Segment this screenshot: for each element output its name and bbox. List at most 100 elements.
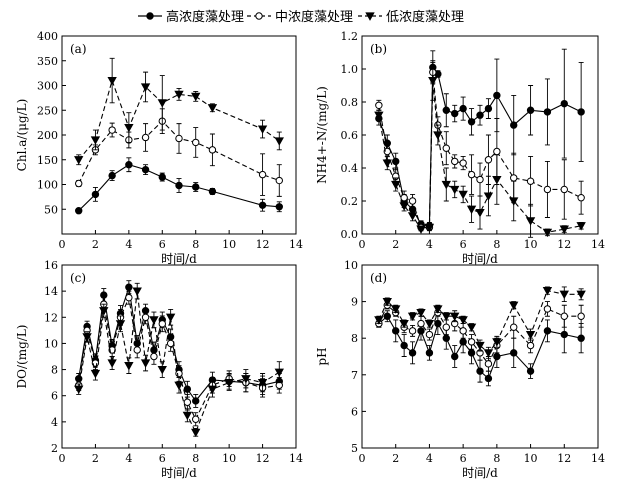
data-point-d2-17 (542, 287, 553, 296)
data-point-b1-13 (476, 175, 484, 184)
data-point-c2-13 (182, 411, 193, 421)
data-point-c1-9 (150, 352, 158, 361)
data-point-d0-4 (408, 349, 417, 357)
data-point-b2-1 (382, 159, 392, 168)
data-point-b2-7 (428, 76, 438, 86)
data-point-b2-0 (374, 111, 384, 121)
y-tick-label: 0.2 (341, 195, 359, 208)
data-point-d0-2 (392, 327, 400, 335)
x-tick-label: 0 (59, 238, 66, 251)
data-point-d1-15 (510, 323, 518, 331)
y-tick-label: 7 (351, 369, 358, 382)
y-tick-label: 2 (51, 442, 58, 455)
data-point-a2-3 (124, 123, 134, 133)
data-point-a0-6 (175, 181, 183, 190)
y-tick-label: 0.4 (341, 162, 359, 175)
data-point-a0-1 (91, 190, 100, 199)
data-point-c1-10 (158, 320, 166, 328)
data-point-b0-19 (560, 99, 568, 108)
data-point-d0-7 (434, 319, 442, 328)
data-point-b1-11 (459, 159, 467, 167)
data-point-d0-16 (526, 367, 535, 375)
legend-label-0: 高浓度藻处理 (166, 9, 244, 25)
data-point-a2-9 (257, 125, 268, 134)
data-point-d1-18 (560, 312, 568, 320)
x-tick-label: 0 (59, 452, 66, 465)
x-tick-label: 12 (256, 452, 270, 465)
data-point-a2-1 (90, 136, 101, 145)
data-point-c2-3 (99, 307, 109, 316)
y-tick-label: 0.8 (341, 96, 359, 109)
data-point-b2-6 (424, 223, 435, 233)
data-point-c2-19 (274, 368, 284, 378)
data-point-d2-18 (559, 290, 569, 300)
data-point-c2-11 (165, 313, 176, 323)
data-point-b2-2 (391, 180, 401, 190)
panel-label: (d) (370, 271, 387, 285)
data-point-a0-0 (75, 207, 83, 215)
data-point-a1-6 (175, 134, 183, 143)
data-point-d0-8 (442, 334, 450, 342)
data-point-b1-15 (493, 147, 501, 156)
data-point-c2-10 (157, 365, 167, 375)
x-tick-label: 8 (493, 238, 500, 251)
data-point-c0-6 (125, 283, 133, 291)
data-point-c2-8 (140, 359, 151, 368)
panel-label: (a) (70, 42, 87, 56)
panel-label: (c) (70, 271, 86, 285)
data-point-a0-10 (275, 203, 283, 211)
data-point-b2-4 (407, 212, 418, 221)
data-point-b0-10 (451, 109, 459, 118)
data-point-b2-19 (559, 225, 569, 234)
x-tick-label: 6 (159, 452, 166, 465)
chart-panel-d: 0 2 4 6 8 10 12 14 5 6 7 8 9 10 时间/d pH (d) (315, 259, 605, 480)
legend-label-1: 中浓度藻处理 (275, 9, 353, 25)
y-tick-label: 0.0 (341, 228, 359, 241)
x-axis-label: 时间/d (161, 252, 197, 266)
data-point-a1-2 (108, 126, 116, 134)
data-point-b1-17 (526, 177, 535, 185)
series-d-2 (374, 286, 586, 359)
data-point-b0-15 (493, 91, 501, 100)
data-point-a2-10 (274, 137, 284, 146)
y-tick-label: 6 (51, 390, 58, 403)
y-tick-label: 1.0 (341, 63, 359, 76)
data-point-d2-6 (424, 319, 435, 329)
data-point-d2-14 (492, 338, 502, 347)
x-tick-label: 2 (392, 238, 399, 251)
data-point-d0-10 (459, 338, 467, 346)
data-point-b0-9 (442, 106, 450, 114)
y-tick-label: 350 (37, 55, 58, 68)
data-point-d2-16 (525, 330, 536, 340)
data-point-a2-6 (174, 90, 184, 100)
data-point-d0-19 (577, 334, 585, 342)
x-tick-label: 6 (460, 452, 467, 465)
y-tick-label: 10 (344, 259, 358, 272)
data-point-c1-11 (166, 339, 175, 348)
data-point-c1-12 (175, 369, 183, 378)
x-tick-label: 8 (192, 452, 199, 465)
y-tick-label: 250 (37, 104, 58, 117)
x-axis-label: 时间/d (462, 466, 498, 480)
data-point-d2-0 (374, 316, 384, 325)
data-point-a2-2 (107, 76, 117, 86)
x-axis-label: 时间/d (462, 252, 498, 266)
x-tick-label: 6 (460, 238, 467, 251)
y-axis-label: Chl.a/(μg/L) (15, 99, 29, 172)
x-tick-label: 2 (392, 452, 399, 465)
data-point-c2-14 (191, 428, 201, 438)
data-point-c2-0 (74, 385, 84, 395)
data-point-b0-18 (543, 108, 552, 116)
data-point-c2-2 (90, 369, 101, 379)
legend-label-2: 低浓度藻处理 (386, 9, 464, 25)
data-point-b1-12 (467, 170, 476, 179)
data-point-d2-9 (450, 312, 460, 322)
data-point-a1-8 (208, 146, 217, 154)
data-point-d2-3 (399, 319, 409, 329)
x-tick-label: 14 (289, 238, 303, 251)
data-point-b1-0 (375, 101, 383, 110)
data-point-c2-17 (241, 375, 251, 384)
data-point-c2-1 (82, 333, 92, 342)
